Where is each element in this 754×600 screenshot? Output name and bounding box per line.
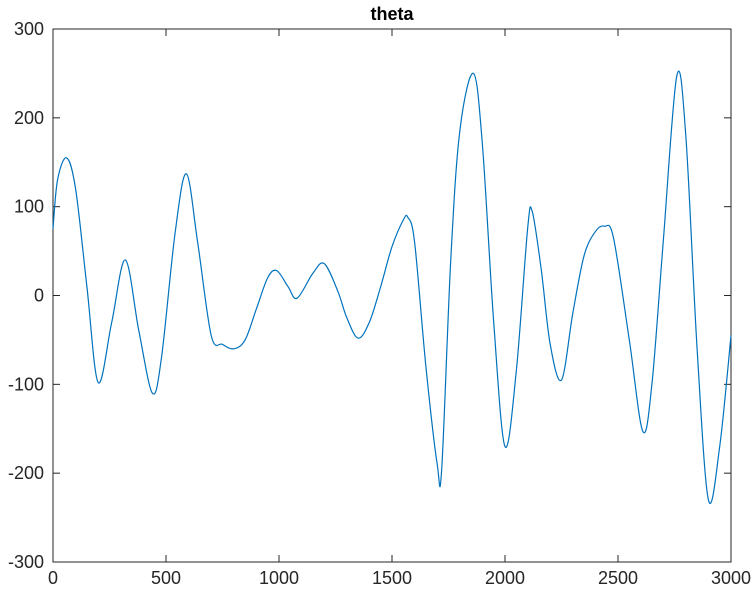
chart-title: theta: [370, 4, 414, 24]
x-tick-label: 2000: [485, 568, 525, 588]
axis-ticks: [52, 28, 732, 563]
series-line-theta: [52, 70, 732, 504]
y-tick-label: -300: [8, 552, 44, 572]
x-tick-label: 2500: [598, 568, 638, 588]
x-tick-label: 3000: [711, 568, 751, 588]
y-tick-label: -200: [8, 463, 44, 483]
x-tick-label: 500: [151, 568, 181, 588]
axis-tick-labels: 0 500 1000 1500 2000 2500 3000 -300 -200 -100 0 100…: [8, 19, 751, 588]
x-tick-label: 1500: [372, 568, 412, 588]
x-tick-label: 0: [48, 568, 58, 588]
y-tick-label: 300: [14, 19, 44, 39]
y-tick-label: 0: [34, 286, 44, 306]
y-tick-label: 100: [14, 197, 44, 217]
plot-area: [52, 28, 732, 563]
y-tick-label: 200: [14, 108, 44, 128]
x-tick-label: 1000: [259, 568, 299, 588]
y-tick-label: -100: [8, 374, 44, 394]
